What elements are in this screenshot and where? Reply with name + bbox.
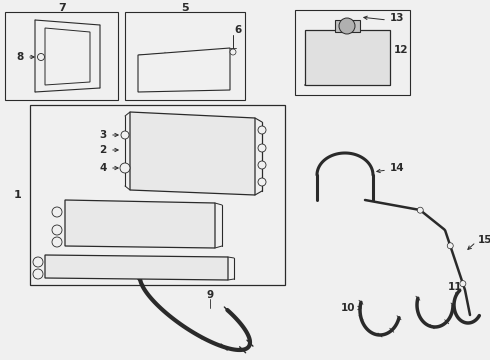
Circle shape [258, 126, 266, 134]
Text: 1: 1 [14, 190, 22, 200]
Bar [125, 12, 245, 100]
Text: 2: 2 [99, 145, 107, 155]
Text: 14: 14 [390, 163, 405, 173]
Text: 4: 4 [99, 163, 107, 173]
Circle shape [417, 207, 423, 213]
Text: 5: 5 [181, 3, 189, 13]
Text: 12: 12 [393, 45, 408, 55]
Circle shape [38, 54, 45, 60]
Bar [5, 12, 118, 100]
Circle shape [52, 225, 62, 235]
Circle shape [121, 131, 129, 139]
Text: 3: 3 [99, 130, 107, 140]
Circle shape [258, 161, 266, 169]
Circle shape [339, 18, 355, 34]
Bar [30, 105, 285, 285]
Text: 7: 7 [58, 3, 66, 13]
Circle shape [258, 144, 266, 152]
Circle shape [258, 178, 266, 186]
Circle shape [120, 163, 130, 173]
Circle shape [33, 269, 43, 279]
Bar [295, 10, 410, 95]
Polygon shape [35, 20, 100, 92]
Circle shape [447, 243, 453, 249]
Circle shape [52, 237, 62, 247]
Bar [305, 30, 390, 85]
Polygon shape [45, 255, 228, 280]
Text: 6: 6 [234, 25, 242, 35]
Bar [335, 20, 360, 32]
Text: 10: 10 [341, 303, 355, 313]
Text: 8: 8 [16, 52, 24, 62]
Polygon shape [65, 200, 215, 248]
Circle shape [33, 257, 43, 267]
Text: 13: 13 [390, 13, 405, 23]
Text: 15: 15 [478, 235, 490, 245]
Text: 9: 9 [206, 290, 214, 300]
Circle shape [230, 49, 236, 55]
Circle shape [52, 207, 62, 217]
Polygon shape [130, 112, 255, 195]
Polygon shape [45, 28, 90, 85]
Text: 11: 11 [448, 282, 462, 292]
Polygon shape [138, 48, 230, 92]
Circle shape [460, 281, 466, 287]
